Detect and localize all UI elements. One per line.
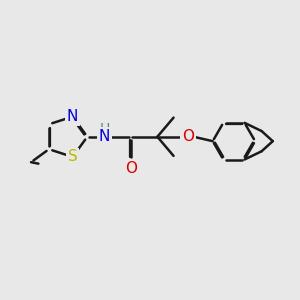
Text: N: N <box>99 129 110 144</box>
Text: O: O <box>182 129 194 144</box>
Text: O: O <box>125 161 137 176</box>
Text: N: N <box>67 109 78 124</box>
Text: H: H <box>99 122 110 136</box>
Text: S: S <box>68 149 77 164</box>
